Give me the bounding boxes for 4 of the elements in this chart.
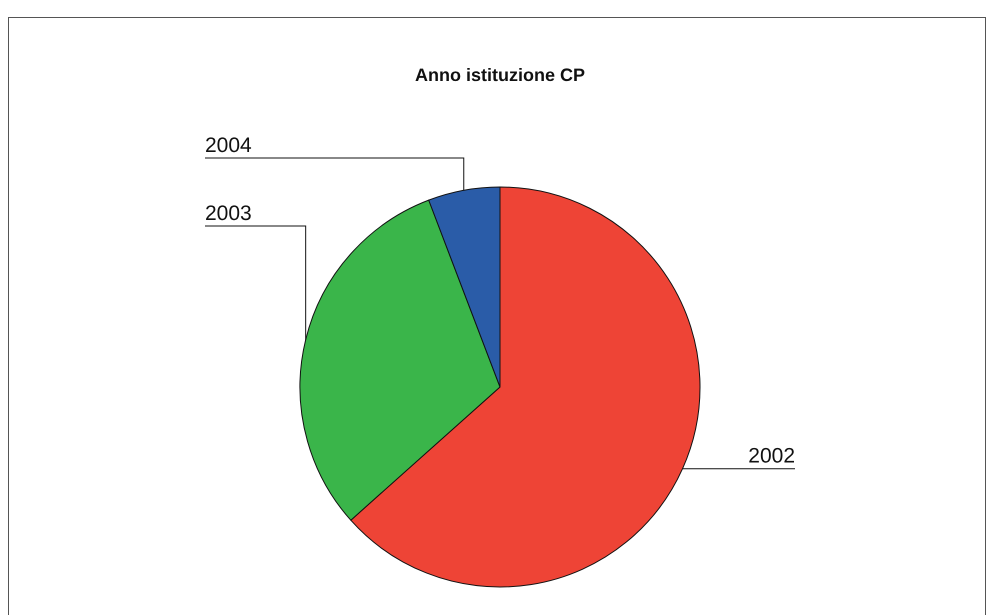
chart-title: Anno istituzione CP xyxy=(415,65,585,85)
slice-label: 2002 xyxy=(748,444,795,468)
slice-label: 2003 xyxy=(205,202,252,225)
slice-label: 2004 xyxy=(205,134,252,157)
